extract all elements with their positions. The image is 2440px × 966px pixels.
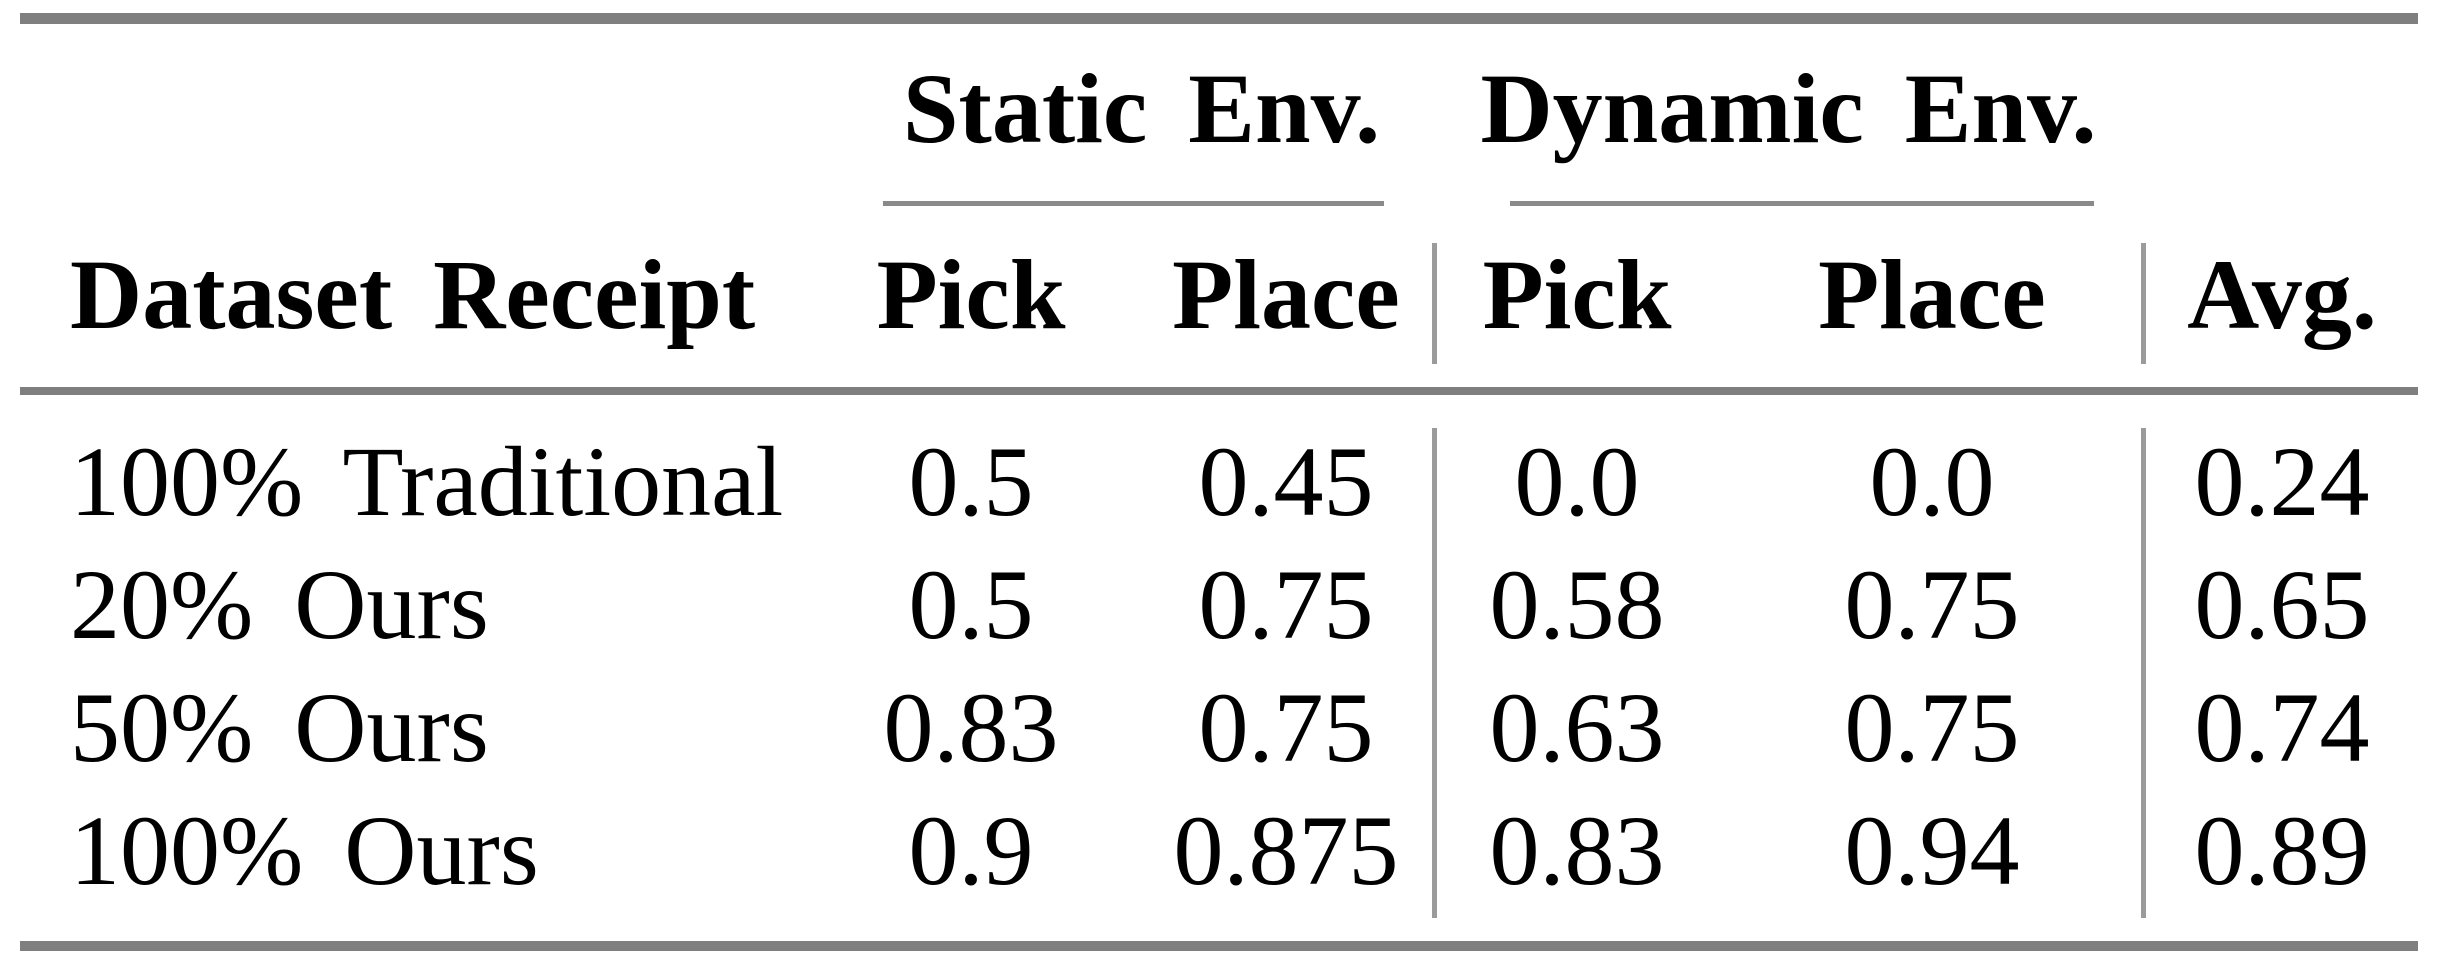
row0-avg-value: 0.24 — [2194, 426, 2370, 537]
row1-static-pick-value: 0.5 — [908, 549, 1034, 660]
row1-dynamic-pick-value: 0.58 — [1489, 549, 1665, 660]
group-header-dynamic-env: Dynamic Env. — [1480, 53, 2097, 164]
row1-dynamic-place-value: 0.75 — [1844, 549, 2020, 660]
row1-avg-value: 0.65 — [2194, 549, 2370, 660]
row3-label: 100% Ours — [70, 795, 539, 906]
row3-avg-value: 0.89 — [2194, 795, 2370, 906]
vertical-rule-static-dynamic-body — [1432, 428, 1437, 918]
header-divider-rule — [20, 387, 2418, 395]
static-env-underline-rule — [883, 201, 1384, 206]
row0-dynamic-pick-value: 0.0 — [1514, 426, 1640, 537]
row2-dynamic-place-value: 0.75 — [1844, 672, 2020, 783]
column-header-avg: Avg. — [2187, 239, 2377, 350]
group-header-static-env: Static Env. — [902, 53, 1381, 164]
row1-static-place-value: 0.75 — [1198, 549, 1374, 660]
column-header-static-place: Place — [1172, 239, 1400, 350]
bottom-rule — [20, 941, 2418, 951]
row2-static-place-value: 0.75 — [1198, 672, 1374, 783]
top-rule — [20, 13, 2418, 24]
vertical-rule-avg-header — [2141, 243, 2146, 364]
dynamic-env-underline-rule — [1510, 201, 2094, 206]
row3-static-pick-value: 0.9 — [908, 795, 1034, 906]
column-header-dataset-receipt: Dataset Receipt — [70, 239, 756, 350]
row3-dynamic-pick-value: 0.83 — [1489, 795, 1665, 906]
vertical-rule-avg-body — [2141, 428, 2146, 918]
row2-avg-value: 0.74 — [2194, 672, 2370, 783]
column-header-static-pick: Pick — [876, 239, 1066, 350]
row1-label: 20% Ours — [70, 549, 489, 660]
row0-label: 100% Traditional — [70, 426, 784, 537]
row3-dynamic-place-value: 0.94 — [1844, 795, 2020, 906]
row0-static-place-value: 0.45 — [1198, 426, 1374, 537]
row2-static-pick-value: 0.83 — [883, 672, 1059, 783]
row0-static-pick-value: 0.5 — [908, 426, 1034, 537]
row2-dynamic-pick-value: 0.63 — [1489, 672, 1665, 783]
row0-dynamic-place-value: 0.0 — [1869, 426, 1995, 537]
column-header-dynamic-pick: Pick — [1482, 239, 1672, 350]
column-header-dynamic-place: Place — [1818, 239, 2046, 350]
row3-static-place-value: 0.875 — [1173, 795, 1399, 906]
row2-label: 50% Ours — [70, 672, 489, 783]
vertical-rule-static-dynamic-header — [1432, 243, 1437, 364]
